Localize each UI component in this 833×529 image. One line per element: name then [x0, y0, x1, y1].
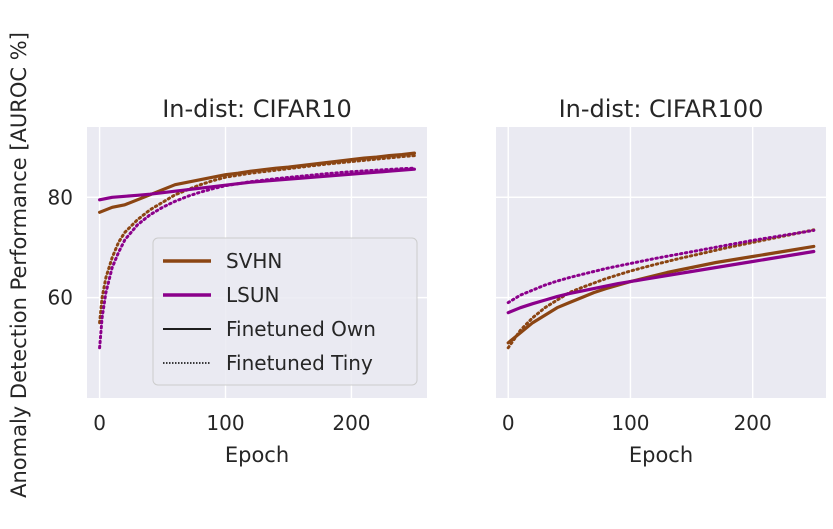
figure-ylabel: Anomaly Detection Performance [AUROC %] — [7, 32, 31, 498]
y-tick-label: 80 — [48, 185, 73, 209]
y-tick-label: 60 — [48, 286, 73, 310]
x-tick-label: 100 — [611, 411, 649, 435]
x-tick-label: 0 — [93, 411, 106, 435]
chart-panel-cifar10: 0 100 200 60 80 In-dist: CIFAR10 Epoch SVHN L… — [48, 95, 427, 467]
legend-box — [152, 237, 418, 386]
series-line-svhn-tiny — [98, 154, 416, 325]
series-line-svhn-own — [506, 244, 816, 345]
tick-labels: 0 100 200 — [502, 411, 772, 435]
x-axis-label: Epoch — [629, 443, 693, 467]
series-line-svhn-tiny — [506, 228, 816, 350]
legend: SVHN LSUN Finetuned Own Finetuned Tiny — [152, 237, 418, 386]
legend-label: Finetuned Tiny — [226, 351, 373, 375]
x-tick-label: 200 — [734, 411, 772, 435]
x-tick-label: 0 — [502, 411, 515, 435]
tick-labels: 0 100 200 60 80 — [48, 185, 371, 435]
series-line-lsun-own — [506, 249, 816, 315]
series-lines — [506, 228, 816, 350]
legend-label: SVHN — [226, 249, 282, 273]
x-tick-label: 200 — [332, 411, 370, 435]
x-axis-label: Epoch — [225, 443, 289, 467]
legend-label: LSUN — [226, 283, 279, 307]
legend-label: Finetuned Own — [226, 317, 376, 341]
chart-title: In-dist: CIFAR10 — [162, 95, 352, 123]
chart-title: In-dist: CIFAR100 — [559, 95, 764, 123]
chart-panel-cifar100: 0 100 200 In-dist: CIFAR100 Epoch — [496, 95, 826, 467]
x-tick-label: 100 — [206, 411, 244, 435]
series-line-lsun-own — [97, 167, 416, 202]
series-lines — [97, 151, 416, 350]
series-line-lsun-tiny — [506, 228, 816, 305]
series-line-lsun-tiny — [98, 166, 416, 350]
